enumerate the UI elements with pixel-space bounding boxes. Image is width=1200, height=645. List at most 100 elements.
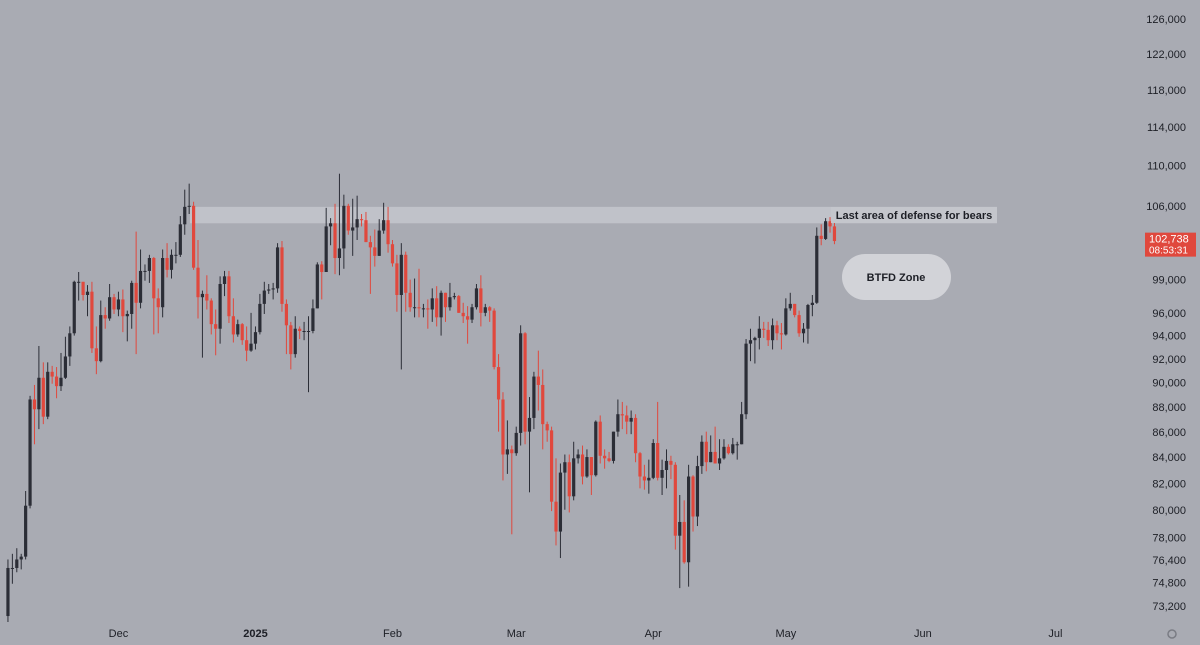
candle-body [700, 441, 704, 467]
candle-body [695, 466, 700, 517]
candle-body [443, 292, 448, 308]
candle-body [545, 424, 549, 431]
candle-body [152, 258, 156, 299]
y-tick-label: 99,000 [1152, 275, 1186, 287]
candle-body [138, 270, 143, 303]
candle-body [629, 417, 633, 422]
candle-body [770, 325, 775, 341]
candle-body [594, 421, 598, 476]
candle-body [740, 414, 744, 445]
candle-body [214, 324, 218, 329]
x-tick-label: 2025 [243, 628, 267, 640]
candle-body [510, 449, 514, 454]
candle-body [112, 297, 116, 310]
price-tag-label: 102,738 [1149, 234, 1189, 246]
candle-body [355, 219, 359, 228]
y-tick-label: 84,000 [1152, 452, 1186, 464]
candle-body [156, 298, 160, 308]
candle-body [386, 220, 390, 245]
candle-body [395, 263, 399, 295]
candle-body [68, 333, 72, 357]
y-tick-label: 114,000 [1147, 122, 1186, 134]
candle-body [249, 343, 253, 351]
candle-body [616, 414, 620, 432]
candle-body [567, 462, 571, 497]
candle-body [143, 270, 147, 272]
candle-body [236, 324, 240, 335]
candle-body [483, 307, 487, 313]
candle-body [554, 501, 558, 532]
candle-body [15, 559, 19, 568]
candle-body [815, 235, 819, 303]
candle-body [99, 315, 103, 362]
candle-body [620, 414, 624, 416]
candle-body [713, 451, 717, 464]
candle-body [222, 276, 227, 284]
y-tick-label: 80,000 [1152, 505, 1186, 517]
x-tick-label: Dec [109, 628, 129, 640]
candle-body [607, 458, 611, 461]
candle-body [519, 333, 523, 433]
x-tick-label: Jul [1048, 628, 1062, 640]
candle-body [41, 377, 45, 417]
candle-body [315, 264, 319, 309]
candle-body [121, 299, 125, 317]
y-tick-label: 122,000 [1146, 49, 1186, 61]
candle-body [271, 288, 275, 290]
candle-body [549, 430, 554, 502]
candle-body [245, 340, 249, 351]
candle-body [779, 333, 784, 335]
candle-body [435, 298, 439, 318]
candle-body [704, 441, 708, 463]
candle-body [766, 329, 770, 341]
candle-body [762, 328, 766, 330]
candle-body [161, 258, 165, 308]
candle-body [178, 224, 182, 255]
candle-body [514, 432, 518, 454]
candle-body [492, 310, 496, 368]
candle-body [134, 282, 138, 303]
candle-body [342, 205, 346, 249]
y-tick-label: 92,000 [1152, 354, 1186, 366]
candle-body [37, 377, 41, 410]
candle-body [563, 462, 567, 473]
candle-body [359, 219, 364, 221]
candle-body [819, 235, 823, 239]
candle-body [801, 328, 806, 334]
candle-body [589, 457, 593, 476]
candle-body [775, 325, 779, 334]
candle-body [165, 258, 169, 270]
candle-body [240, 324, 244, 341]
y-tick-label: 82,000 [1152, 478, 1186, 490]
annotation: Last area of defense for bears [836, 210, 993, 222]
candle-body [19, 556, 23, 560]
candle-body [174, 254, 178, 256]
candle-body [828, 221, 832, 227]
candle-body [638, 453, 642, 477]
candle-body [479, 288, 483, 313]
y-tick-label: 76,400 [1152, 555, 1186, 567]
candle-body [231, 316, 235, 335]
candle-body [28, 399, 32, 506]
candle-body [717, 458, 722, 464]
candle-body [660, 469, 664, 478]
candle-body [218, 283, 222, 329]
candle-body [496, 367, 501, 400]
candle-body [320, 264, 324, 273]
candle-body [328, 223, 333, 227]
candle-body [722, 446, 726, 459]
candle-body [421, 308, 426, 310]
candle-body [426, 308, 430, 310]
candle-body [275, 247, 280, 289]
candle-body [94, 348, 98, 362]
candle-body [731, 444, 735, 454]
candle-body [364, 220, 368, 243]
candle-body [382, 220, 386, 231]
candle-body [532, 376, 536, 418]
candle-body [46, 371, 50, 417]
settings-icon[interactable] [1167, 629, 1177, 639]
candle-body [470, 307, 474, 320]
candle-body [505, 449, 509, 455]
candle-body [63, 356, 68, 378]
y-tick-label: 90,000 [1152, 378, 1186, 390]
